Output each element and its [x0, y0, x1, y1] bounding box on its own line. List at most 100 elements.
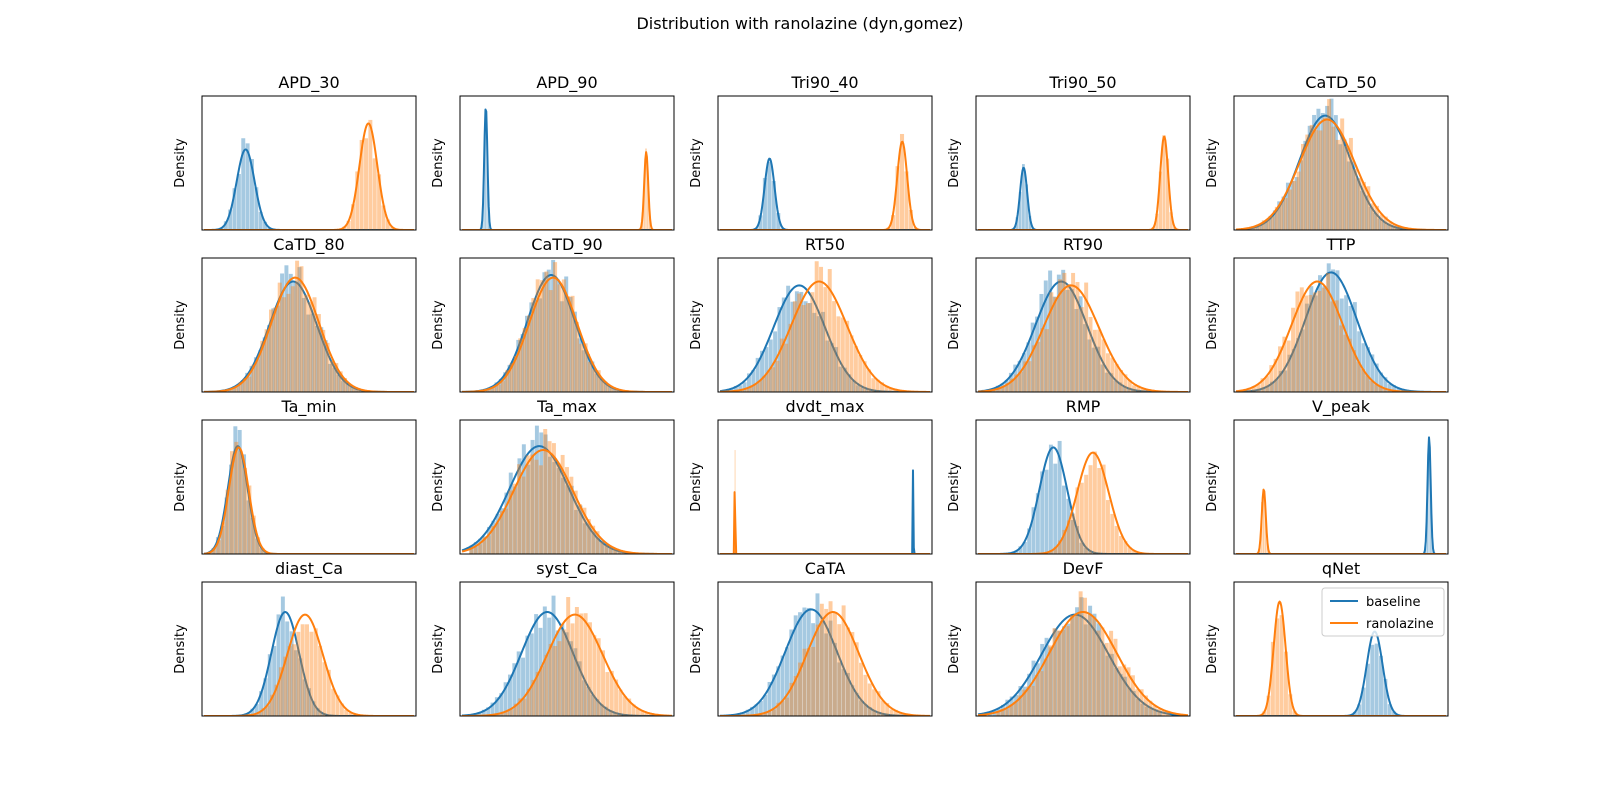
hist-bar-cata-baseline	[837, 662, 842, 716]
hist-bar-rmp-ranolazine	[1079, 482, 1084, 554]
hist-bar-rt50-ranolazine	[753, 384, 758, 392]
hist-bar-ttp-ranolazine	[1360, 369, 1365, 392]
hist-bar-ta-max-baseline	[595, 538, 600, 554]
hist-bar-ta-max-baseline	[608, 547, 613, 554]
hist-bar-rt50-ranolazine	[858, 354, 863, 392]
hist-bar-devf-baseline	[1136, 698, 1141, 716]
hist-bar-cata-baseline	[859, 700, 864, 716]
hist-bar-apd-30-baseline	[258, 211, 263, 230]
hist-bar-ttp-baseline	[1313, 295, 1318, 392]
hist-bar-catd-90-ranolazine	[518, 338, 523, 392]
y-axis-label-rt90: Density	[947, 300, 962, 350]
hist-bar-catd-90-baseline	[586, 353, 590, 392]
hist-bar-apd-30-ranolazine	[355, 171, 360, 230]
hist-bar-catd-50-ranolazine	[1314, 130, 1319, 230]
hist-bar-rmp-ranolazine	[1097, 468, 1102, 554]
hist-bar-rt90-baseline	[1100, 364, 1105, 392]
hist-bar-devf-baseline	[1057, 631, 1062, 716]
hist-bar-tri90-50-ranolazine	[1155, 213, 1159, 230]
hist-bar-rt50-ranolazine	[766, 370, 771, 392]
hist-bar-diast-ca-ranolazine	[300, 624, 305, 716]
kde-line-rt50-ranolazine	[719, 280, 931, 392]
hist-bar-catd-90-ranolazine	[614, 388, 619, 392]
hist-bar-rt90-baseline	[1004, 380, 1009, 392]
hist-bar-catd-80-baseline	[319, 327, 324, 392]
hist-bar-rmp-ranolazine	[1127, 547, 1132, 554]
hist-bar-catd-90-ranolazine	[605, 383, 610, 392]
hist-bar-syst-ca-baseline	[555, 630, 560, 716]
hist-bar-catd-80-baseline	[275, 305, 280, 392]
hist-bar-syst-ca-ranolazine	[627, 698, 632, 716]
hist-bar-ttp-baseline	[1370, 354, 1375, 392]
hist-bar-syst-ca-baseline	[564, 632, 569, 716]
hist-bar-catd-80-ranolazine	[303, 294, 308, 392]
hist-bar-tri90-50-ranolazine	[1165, 158, 1170, 230]
hist-bar-catd-90-baseline	[516, 339, 521, 392]
hist-bar-catd-90-baseline	[559, 301, 564, 392]
hist-bar-rt50-ranolazine	[875, 379, 880, 392]
hist-bar-rt90-baseline	[1030, 322, 1035, 392]
hist-bar-ta-min-baseline	[250, 517, 255, 554]
hist-bar-ta-min-baseline	[224, 497, 229, 554]
hist-bar-ta-min-ranolazine	[225, 489, 230, 554]
subplot-title-syst-ca: syst_Ca	[536, 559, 597, 579]
subplot-title-cata: CaTA	[805, 559, 846, 578]
hist-bar-rt90-baseline	[1017, 360, 1022, 392]
subplot-ta-max: Ta_max Density	[431, 397, 675, 555]
hist-bar-cata-ranolazine	[902, 713, 907, 716]
hist-bar-catd-90-ranolazine	[566, 296, 571, 392]
hist-bar-rt90-ranolazine	[1010, 378, 1015, 392]
axes-frame-devf	[975, 581, 1191, 717]
hist-bar-cata-ranolazine	[872, 689, 877, 716]
hist-bar-apd-30-baseline	[241, 138, 246, 230]
hist-bar-catd-90-ranolazine	[535, 279, 540, 392]
y-axis-label-catd-80: Density	[173, 300, 188, 350]
hist-bar-devf-ranolazine	[1130, 675, 1135, 716]
hist-bar-devf-baseline	[1035, 663, 1040, 716]
hist-bar-rt90-baseline	[1052, 296, 1057, 392]
hist-bar-syst-ca-ranolazine	[579, 613, 584, 716]
hist-bar-ttp-ranolazine	[1243, 389, 1248, 392]
hist-bar-rt50-baseline	[742, 382, 747, 392]
subplot-title-tri90-40: Tri90_40	[790, 73, 858, 93]
kde-line-tri90-50-ranolazine	[977, 135, 1189, 230]
hist-bar-syst-ca-ranolazine	[557, 641, 562, 716]
subplot-qnet: qNet Density	[1205, 559, 1449, 717]
kde-line-tri90-40-ranolazine	[719, 140, 931, 230]
hist-bar-syst-ca-baseline	[612, 712, 617, 716]
hist-bar-catd-80-baseline	[332, 367, 337, 392]
hist-bar-rt50-ranolazine	[849, 335, 854, 392]
hist-bar-ta-min-ranolazine	[256, 537, 261, 554]
hist-bar-rt50-baseline	[842, 367, 847, 392]
hist-bar-syst-ca-baseline	[547, 617, 552, 716]
hist-bar-catd-80-ranolazine	[273, 307, 278, 392]
hist-bar-devf-ranolazine	[1100, 627, 1105, 716]
hist-bar-ta-max-baseline	[500, 508, 505, 554]
hist-bar-diast-ca-baseline	[272, 645, 277, 716]
hist-bar-cata-baseline	[758, 701, 763, 716]
hist-bar-rt90-ranolazine	[1027, 361, 1032, 392]
hist-bar-rt50-ranolazine	[819, 266, 824, 392]
hist-bar-ta-max-ranolazine	[534, 459, 539, 554]
hist-bar-ta-min-ranolazine	[212, 547, 217, 554]
hist-bar-syst-ca-ranolazine	[535, 671, 540, 716]
hist-bar-syst-ca-ranolazine	[618, 689, 623, 716]
hist-bar-syst-ca-ranolazine	[648, 713, 653, 716]
hist-bar-devf-baseline	[1127, 687, 1132, 716]
hist-bar-devf-baseline	[1088, 605, 1093, 716]
hist-bar-catd-50-baseline	[1268, 215, 1273, 230]
hist-bar-catd-50-ranolazine	[1331, 126, 1336, 230]
subplot-tri90-40: Tri90_40 Density	[689, 73, 933, 231]
hist-bar-devf-ranolazine	[1065, 626, 1070, 716]
hist-bar-rt90-baseline	[1109, 373, 1114, 392]
hist-bar-rt50-ranolazine	[797, 293, 802, 392]
hist-bar-catd-90-ranolazine	[505, 370, 510, 392]
hist-bar-cata-ranolazine	[854, 642, 859, 716]
kde-line-apd-30-baseline	[203, 148, 415, 230]
hist-bar-apd-30-baseline	[263, 221, 268, 230]
subplot-catd-50: CaTD_50 Density	[1205, 73, 1449, 231]
hist-bar-devf-ranolazine	[1083, 597, 1087, 716]
hist-bar-catd-80-ranolazine	[255, 359, 260, 392]
hist-bar-catd-90-baseline	[551, 259, 556, 392]
hist-bar-catd-90-ranolazine	[601, 379, 606, 392]
